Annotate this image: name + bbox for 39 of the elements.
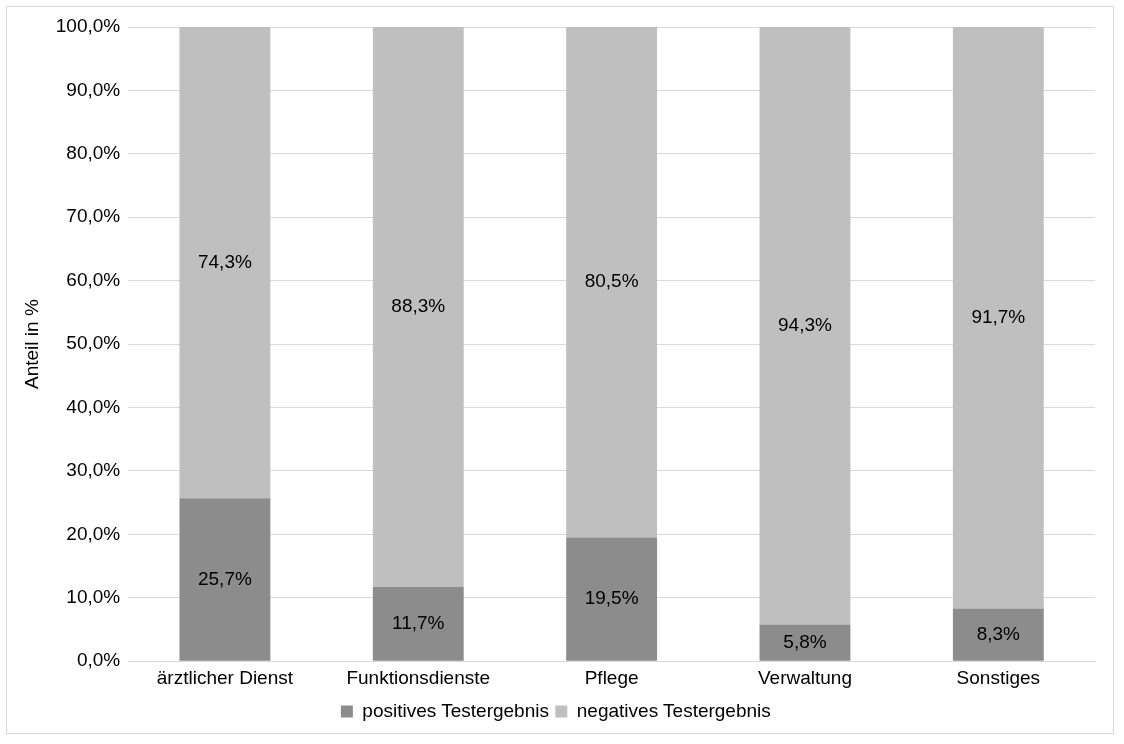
- x-tick-label: Sonstiges: [956, 666, 1041, 688]
- legend-label: negatives Testergebnis: [576, 699, 771, 721]
- data-label: 19,5%: [584, 587, 639, 609]
- y-tick-label: 50,0%: [66, 332, 121, 354]
- data-label: 80,5%: [584, 270, 639, 292]
- data-label: 74,3%: [197, 250, 252, 272]
- data-label: 91,7%: [971, 306, 1026, 328]
- data-label: 25,7%: [197, 567, 252, 589]
- bar: [759, 624, 851, 661]
- y-tick-label: 90,0%: [66, 78, 121, 100]
- data-label: 8,3%: [976, 622, 1021, 644]
- y-axis-title: Anteil in %: [20, 299, 42, 389]
- bar: [952, 608, 1044, 661]
- x-tick-label: Verwaltung: [757, 666, 852, 688]
- bar: [566, 537, 658, 661]
- y-tick-label: 30,0%: [66, 459, 121, 481]
- bar: [566, 27, 658, 538]
- bar: [759, 27, 851, 625]
- y-tick-label: 0,0%: [76, 649, 121, 671]
- bar: [952, 27, 1044, 609]
- y-tick-label: 10,0%: [66, 586, 121, 608]
- y-tick-label: 70,0%: [66, 205, 121, 227]
- y-tick-label: 100,0%: [55, 15, 121, 37]
- data-label: 94,3%: [778, 313, 833, 335]
- bar: [179, 27, 271, 499]
- x-tick-label: ärztlicher Dienst: [156, 666, 294, 688]
- legend-label: positives Testergebnis: [362, 699, 549, 721]
- bar: [372, 27, 464, 587]
- data-label: 88,3%: [391, 295, 446, 317]
- data-label: 5,8%: [783, 630, 827, 652]
- y-tick-label: 40,0%: [66, 395, 121, 417]
- y-tick-label: 60,0%: [66, 268, 121, 290]
- bar: [179, 498, 271, 661]
- x-tick-label: Funktionsdienste: [346, 666, 491, 688]
- y-tick-label: 80,0%: [66, 142, 121, 164]
- data-label: 11,7%: [392, 612, 445, 634]
- bar: [372, 587, 464, 661]
- x-tick-label: Pflege: [584, 666, 639, 688]
- y-tick-label: 20,0%: [66, 522, 121, 544]
